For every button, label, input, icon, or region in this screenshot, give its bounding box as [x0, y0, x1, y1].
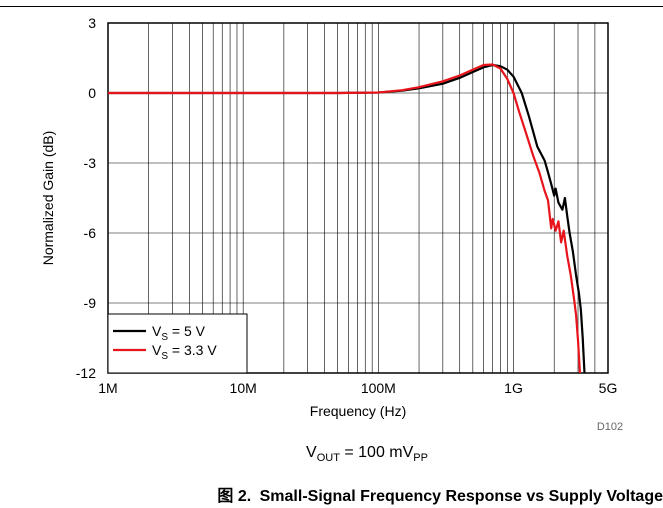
- legend: VS = 5 VVS = 3.3 V: [107, 313, 248, 374]
- series-line-vs-5v: [108, 63, 586, 374]
- figure-id-label: D102: [597, 421, 623, 433]
- top-rule: [0, 6, 663, 7]
- legend-label: VS = 5 V: [152, 323, 206, 343]
- y-tick-label: -9: [84, 295, 97, 311]
- y-tick-label: -3: [84, 155, 97, 171]
- x-tick-label: 1M: [98, 380, 117, 396]
- series-line-vs-3-3v: [108, 63, 582, 374]
- legend-box: [107, 313, 248, 374]
- y-tick-label: 0: [88, 85, 96, 101]
- figure-number: 图 2.: [217, 488, 252, 505]
- legend-label: VS = 3.3 V: [152, 342, 217, 362]
- series-lines: [108, 63, 586, 374]
- y-tick-labels: 3 0 -3 -6 -9 -12: [76, 15, 96, 381]
- figure-title: Small-Signal Frequency Response vs Suppl…: [259, 488, 663, 505]
- x-tick-label: 100M: [361, 380, 396, 396]
- x-tick-label: 1G: [504, 380, 523, 396]
- x-axis-title: Frequency (Hz): [310, 403, 406, 419]
- y-tick-label: -12: [76, 365, 96, 381]
- x-tick-label: 10M: [230, 380, 257, 396]
- x-tick-label: 5G: [599, 380, 618, 396]
- x-tick-labels: 1M 10M 100M 1G 5G: [98, 380, 617, 396]
- frequency-response-chart: 3 0 -3 -6 -9 -12 1M 10M 100M 1G 5G Normalized Gai…: [40, 15, 623, 464]
- plot-frame: [107, 22, 609, 374]
- figure-caption: 图 2. Small-Signal Frequency Response vs …: [0, 482, 663, 506]
- output-voltage-annotation: VOUT = 100 mVPP: [306, 444, 428, 464]
- y-axis-title: Normalized Gain (dB): [40, 131, 56, 266]
- y-tick-label: -6: [84, 225, 97, 241]
- y-tick-label: 3: [88, 15, 96, 31]
